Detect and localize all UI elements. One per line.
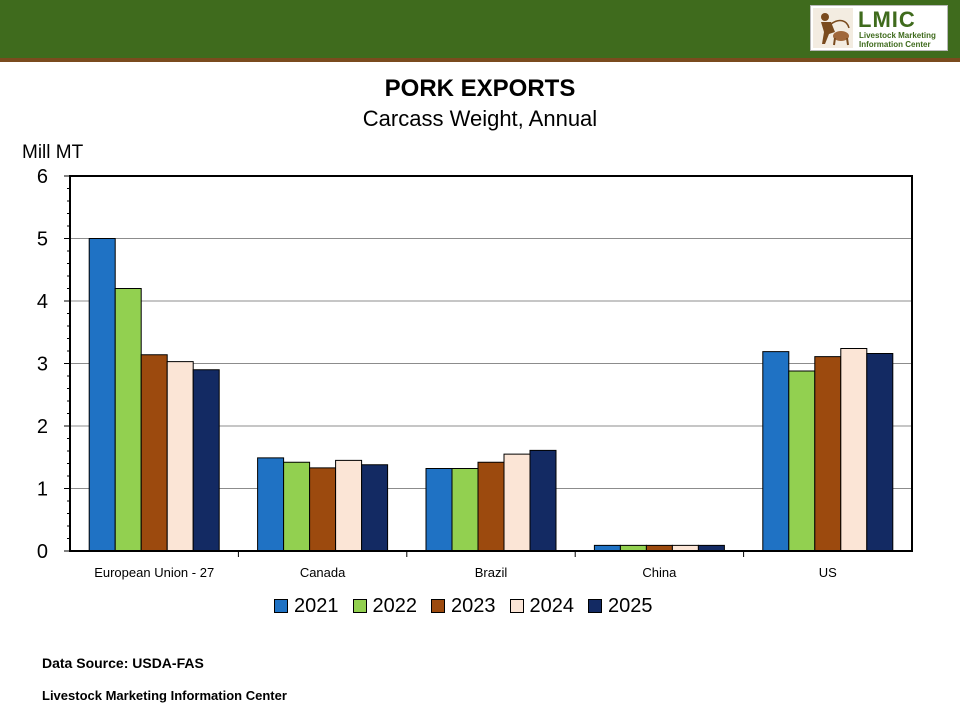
bar-2025 [361, 464, 389, 552]
bar-2022 [114, 288, 142, 552]
legend-label: 2021 [294, 594, 339, 617]
y-tick-label: 0 [37, 541, 48, 563]
legend-swatch [431, 599, 445, 613]
bar-2025 [866, 353, 894, 552]
y-axis-label: Mill MT [22, 142, 84, 163]
y-tick-label: 6 [37, 166, 48, 188]
data-source: Data Source: USDA-FAS [42, 655, 204, 671]
bar-2022 [283, 461, 311, 552]
logo-subtitle: Livestock Marketing Information Center [859, 31, 949, 49]
bar-2021 [257, 457, 285, 552]
bar-2024 [166, 361, 194, 552]
legend-label: 2024 [529, 594, 575, 617]
bar-2021 [425, 468, 453, 552]
logo-subtitle-line-2: Information Center [859, 40, 931, 49]
x-category-label: European Union - 27 [94, 565, 214, 580]
legend-swatch [274, 599, 288, 613]
y-tick-label: 3 [37, 354, 48, 376]
chart-title: PORK EXPORTS [384, 75, 576, 102]
x-category-label: Brazil [475, 565, 508, 580]
bar-2025 [529, 449, 557, 552]
bar-2021 [88, 238, 116, 552]
logo-subtitle-line-1: Livestock Marketing [859, 31, 936, 40]
x-category-label: China [642, 565, 677, 580]
legend-swatch [352, 599, 367, 613]
legend-label: 2022 [372, 594, 418, 617]
legend-swatch [509, 599, 524, 613]
legend-swatch [588, 599, 602, 613]
bar-2023 [140, 354, 168, 552]
axes: 0 1 2 3 4 5 6 European Union - 27 Canada Brazil Ch… [37, 166, 837, 580]
bars [88, 238, 894, 552]
chart-subtitle: Carcass Weight, Annual [362, 106, 598, 131]
x-category-label: US [819, 565, 837, 580]
bar-2023 [814, 356, 842, 552]
legend-item-2021: 2021 [274, 595, 339, 618]
legend-item-2025: 2025 [588, 595, 653, 618]
y-tick-label: 4 [37, 291, 48, 313]
footer-org: Livestock Marketing Information Center [42, 688, 287, 703]
bar-2025 [192, 369, 220, 552]
legend-item-2022: 2022 [352, 594, 418, 618]
bar-2021 [762, 351, 790, 552]
legend-item-2024: 2024 [509, 594, 575, 618]
bar-2024 [335, 459, 363, 552]
bar-2024 [840, 348, 868, 552]
bar-2023 [309, 467, 337, 552]
y-tick-label: 1 [37, 479, 48, 501]
legend-label: 2023 [451, 594, 496, 617]
y-tick-label: 5 [37, 229, 48, 251]
lmic-logo: LMIC Livestock Marketing Information Cen… [810, 5, 948, 51]
cattle-roper-icon [813, 8, 853, 48]
legend-item-2023: 2023 [431, 595, 496, 618]
header-rule [0, 58, 960, 62]
legend-label: 2025 [608, 594, 653, 617]
logo-name: LMIC [858, 7, 916, 32]
bar-2024 [503, 453, 531, 552]
bar-2023 [477, 461, 505, 552]
bar-2022 [788, 370, 816, 552]
bar-2022 [451, 468, 479, 552]
legend: 2021 2022 2023 2024 2025 [274, 594, 667, 618]
x-category-label: Canada [300, 565, 346, 580]
header-band [0, 0, 960, 58]
y-tick-label: 2 [37, 416, 48, 438]
